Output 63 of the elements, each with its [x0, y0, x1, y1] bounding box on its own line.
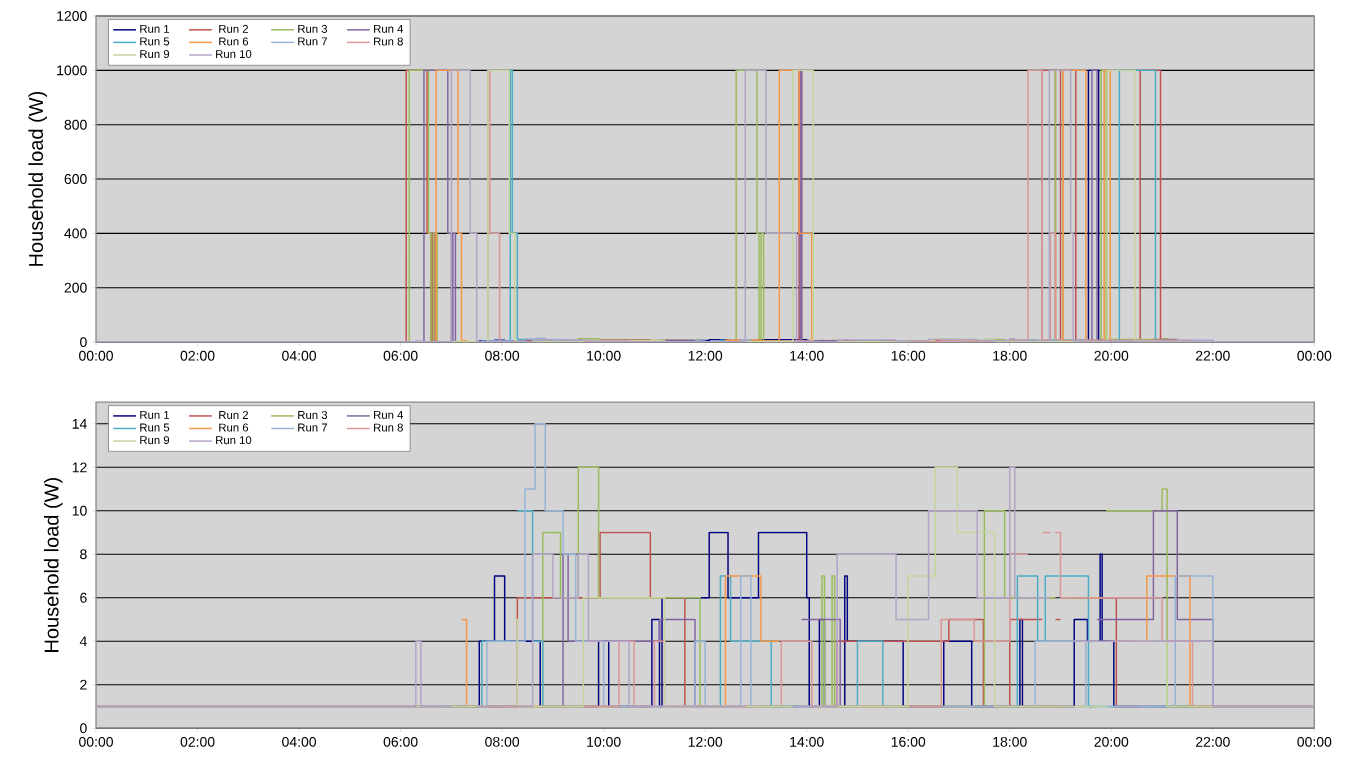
x-tick-label: 00:00 [79, 350, 113, 361]
legend-label: Run 5 [140, 37, 170, 46]
legend-label: Run 7 [298, 423, 327, 432]
y-tick-label: 0 [80, 723, 87, 734]
y-tick-label: 2 [80, 679, 87, 690]
x-tick-label: 12:00 [688, 736, 723, 747]
legend-label: Run 1 [140, 24, 170, 33]
x-tick-label: 12:00 [688, 350, 723, 361]
x-tick-label: 18:00 [993, 350, 1027, 361]
legend-label: Run 3 [298, 24, 328, 33]
legend-label: Run 8 [374, 423, 403, 432]
x-tick-label: 06:00 [383, 736, 418, 747]
legend-label: Run 4 [374, 410, 404, 419]
x-tick-label: 14:00 [790, 350, 824, 361]
y-tick-label: 4 [79, 636, 87, 646]
y-tick-label: 0 [80, 337, 87, 347]
y-axis-title: Household load (W) [43, 477, 63, 652]
x-tick-label: 00:00 [79, 736, 113, 747]
y-tick-label: 12 [72, 462, 87, 473]
x-tick-label: 22:00 [1196, 736, 1230, 747]
x-tick-label: 10:00 [587, 350, 621, 361]
legend-label: Run 6 [219, 37, 249, 46]
x-tick-label: 00:00 [1297, 350, 1332, 361]
x-tick-label: 14:00 [790, 736, 824, 747]
x-tick-label: 20:00 [1094, 350, 1129, 361]
legend-label: Run 5 [140, 423, 170, 432]
y-tick-label: 6 [80, 592, 87, 603]
x-tick-label: 16:00 [891, 736, 926, 747]
legend-label: Run 10 [216, 436, 252, 445]
x-tick-label: 08:00 [485, 350, 520, 361]
legend-label: Run 7 [298, 37, 327, 46]
y-axis-title: Household load (W) [28, 91, 47, 266]
y-tick-label: 200 [64, 282, 87, 293]
legend-label: Run 8 [374, 37, 403, 46]
x-tick-label: 18:00 [993, 736, 1027, 747]
legend-label: Run 9 [140, 436, 170, 445]
legend-label: Run 2 [219, 24, 249, 33]
x-tick-label: 02:00 [180, 350, 215, 361]
x-tick-label: 22:00 [1196, 350, 1230, 361]
y-tick-label: 600 [64, 174, 87, 184]
x-tick-label: 04:00 [282, 350, 317, 361]
y-tick-label: 1200 [57, 10, 87, 21]
legend-label: Run 1 [140, 410, 170, 419]
x-tick-label: 10:00 [587, 736, 621, 747]
y-tick-label: 10 [72, 505, 87, 516]
legend-label: Run 2 [219, 410, 249, 419]
y-tick-label: 1000 [57, 65, 87, 76]
legend-label: Run 4 [374, 24, 404, 33]
legend-label: Run 6 [219, 423, 249, 432]
y-tick-label: 400 [64, 228, 87, 239]
y-tick-label: 800 [64, 119, 87, 130]
x-tick-label: 06:00 [383, 350, 418, 361]
legend-label: Run 10 [216, 49, 252, 58]
x-tick-label: 16:00 [891, 350, 926, 361]
x-tick-label: 08:00 [485, 736, 520, 747]
x-tick-label: 20:00 [1094, 736, 1129, 747]
legend-label: Run 3 [298, 410, 328, 419]
x-tick-label: 04:00 [282, 736, 317, 747]
x-tick-label: 00:00 [1297, 736, 1332, 747]
x-tick-label: 02:00 [180, 736, 215, 747]
legend-label: Run 9 [140, 49, 170, 58]
y-tick-label: 14 [72, 418, 87, 429]
y-tick-label: 8 [80, 549, 87, 560]
